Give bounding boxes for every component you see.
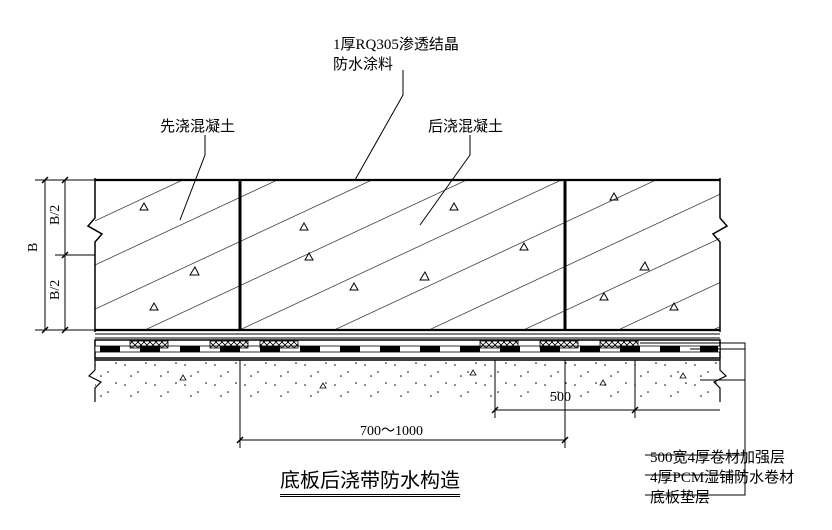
dim-700: 700～1000	[360, 420, 423, 440]
label-coating-b: 防水涂料	[333, 53, 393, 74]
label-first-pour: 先浇混凝土	[160, 115, 235, 136]
coating-lines	[95, 334, 720, 338]
slab-hatch	[95, 180, 720, 330]
label-bedding: 底板垫层	[650, 486, 710, 507]
dim-b2b: B/2	[48, 280, 64, 300]
label-membrane: 4厚PCM湿铺防水卷材	[650, 466, 794, 487]
label-reinforce: 500宽4厚卷材加强层	[650, 446, 785, 467]
label-post-pour: 后浇混凝土	[428, 115, 503, 136]
dim-b: B	[26, 243, 42, 252]
bedding-layer	[89, 358, 726, 402]
diagram-title-text: 底板后浇带防水构造	[280, 470, 460, 497]
diagram-title: 底板后浇带防水构造	[280, 464, 460, 493]
dim-b2a: B/2	[48, 205, 64, 225]
label-coating-a: 1厚RQ305渗透结晶	[333, 33, 459, 54]
waterproof-band	[95, 340, 720, 358]
dim-500: 500	[550, 390, 571, 406]
dim-left	[35, 177, 95, 333]
